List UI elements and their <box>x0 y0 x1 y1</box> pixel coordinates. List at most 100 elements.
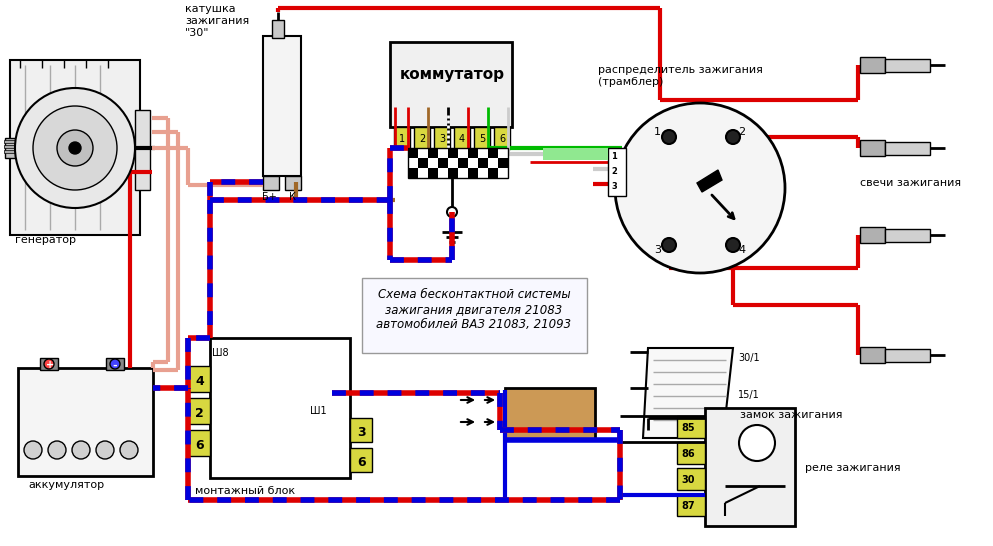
Circle shape <box>24 441 42 459</box>
Bar <box>408 148 508 178</box>
Bar <box>860 57 885 73</box>
Circle shape <box>44 359 54 369</box>
Bar <box>390 42 512 127</box>
Bar <box>188 398 210 424</box>
Bar <box>438 158 448 168</box>
Text: 3: 3 <box>611 182 617 191</box>
Bar <box>428 148 438 158</box>
Circle shape <box>662 130 676 144</box>
Bar <box>488 148 498 158</box>
Bar <box>350 448 372 472</box>
Text: реле зажигания: реле зажигания <box>805 463 901 473</box>
Circle shape <box>615 103 785 273</box>
Text: 6: 6 <box>195 439 204 452</box>
Bar <box>885 349 930 362</box>
Circle shape <box>447 207 457 217</box>
Circle shape <box>726 238 740 252</box>
Text: 6: 6 <box>357 456 365 469</box>
Text: 30: 30 <box>681 475 694 485</box>
Polygon shape <box>643 348 733 438</box>
Circle shape <box>739 425 775 461</box>
Bar <box>543 148 608 160</box>
Bar <box>498 158 508 168</box>
Bar <box>5 138 17 158</box>
Circle shape <box>726 130 740 144</box>
Text: 30/1: 30/1 <box>738 353 760 363</box>
Bar <box>705 408 795 526</box>
Bar <box>885 59 930 72</box>
Circle shape <box>57 130 93 166</box>
Text: Б+: Б+ <box>262 192 277 202</box>
Text: 3: 3 <box>357 426 365 439</box>
Text: 4: 4 <box>459 134 465 144</box>
Text: 3: 3 <box>439 134 445 144</box>
Text: 1: 1 <box>399 134 405 144</box>
Circle shape <box>15 88 135 208</box>
Bar <box>428 168 438 178</box>
Text: 15/1: 15/1 <box>738 390 760 400</box>
Text: 2: 2 <box>611 167 617 176</box>
Text: свечи зажигания: свечи зажигания <box>860 178 961 188</box>
Bar <box>4 140 17 143</box>
Bar <box>40 358 58 370</box>
Bar <box>394 127 410 149</box>
Bar <box>468 148 478 158</box>
Bar <box>135 110 150 190</box>
Bar <box>677 494 705 516</box>
Bar <box>408 148 418 158</box>
Text: 6: 6 <box>499 134 505 144</box>
Text: К: К <box>289 192 296 202</box>
Circle shape <box>96 441 114 459</box>
Bar <box>468 168 478 178</box>
Bar <box>285 176 301 190</box>
Bar <box>505 388 595 440</box>
Bar <box>860 140 885 156</box>
Bar <box>408 168 418 178</box>
Text: 85: 85 <box>681 423 695 433</box>
Bar <box>263 176 279 190</box>
Circle shape <box>69 142 81 154</box>
Circle shape <box>120 441 138 459</box>
Text: -: - <box>112 361 116 371</box>
Text: 3: 3 <box>654 245 661 255</box>
Text: "30": "30" <box>185 28 210 38</box>
Bar <box>263 36 301 176</box>
Text: аккумулятор: аккумулятор <box>28 480 104 490</box>
Text: 1: 1 <box>611 152 617 161</box>
Text: монтажный блок: монтажный блок <box>195 486 295 496</box>
Text: 2: 2 <box>195 407 204 420</box>
Bar <box>210 338 350 478</box>
Bar <box>608 148 626 196</box>
Text: Ш8: Ш8 <box>212 348 228 358</box>
Bar <box>454 127 470 149</box>
Bar <box>4 150 17 153</box>
Text: 2: 2 <box>738 127 745 137</box>
Bar <box>677 416 705 438</box>
Polygon shape <box>697 170 722 192</box>
Bar <box>18 368 153 476</box>
Text: коммутатор: коммутатор <box>400 67 505 82</box>
Bar <box>860 227 885 243</box>
Bar <box>474 127 490 149</box>
Circle shape <box>110 359 120 369</box>
Bar <box>188 430 210 456</box>
Text: зажигания: зажигания <box>185 16 249 26</box>
Bar <box>418 158 428 168</box>
Bar <box>885 142 930 155</box>
Bar <box>494 127 510 149</box>
Text: генератор: генератор <box>15 235 76 245</box>
Bar <box>448 168 458 178</box>
Bar <box>677 442 705 464</box>
Bar <box>677 468 705 490</box>
Text: замок зажигания: замок зажигания <box>740 410 842 420</box>
Bar <box>188 366 210 392</box>
Circle shape <box>48 441 66 459</box>
Text: распределитель зажигания
(трамблер): распределитель зажигания (трамблер) <box>598 65 763 87</box>
Text: катушка: катушка <box>185 4 235 14</box>
Text: 1: 1 <box>654 127 661 137</box>
Bar <box>434 127 450 149</box>
Bar <box>350 418 372 442</box>
Bar <box>860 347 885 363</box>
Bar <box>272 20 284 38</box>
Circle shape <box>33 106 117 190</box>
